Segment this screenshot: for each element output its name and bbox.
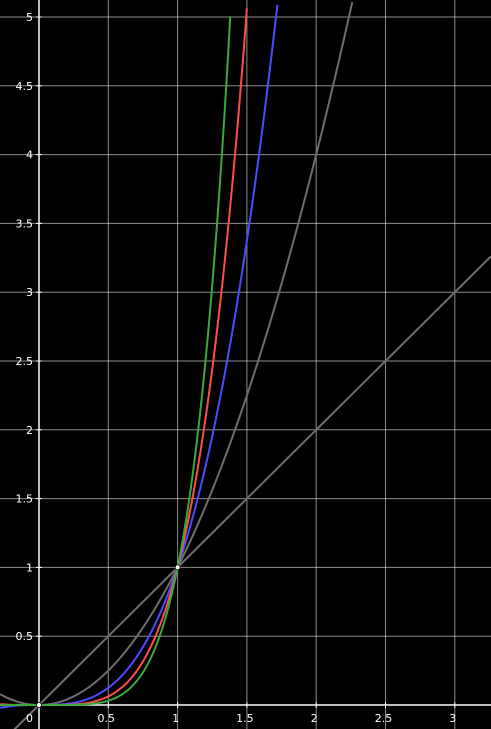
x-tick-label: 0.5 <box>98 712 116 725</box>
intersection-points <box>36 564 181 708</box>
y-tick-label: 2 <box>26 424 33 437</box>
y-tick-label: 2.5 <box>16 355 34 368</box>
origin-label: 0 <box>26 712 33 725</box>
y-tick-label: 3.5 <box>16 217 34 230</box>
tick-labels: 0.5 1 1.5 2 2.5 3 0.5 1 1.5 2 2.5 3 3.5 4 4.5 5 0 <box>16 11 457 725</box>
y-tick-label: 5 <box>26 11 33 24</box>
x-tick-label: 1 <box>172 712 179 725</box>
y-tick-label: 1 <box>26 561 33 574</box>
y-tick-label: 3 <box>26 286 33 299</box>
y-tick-label: 1.5 <box>16 493 34 506</box>
y-tick-label: 4 <box>26 149 33 162</box>
x-tick-label: 3 <box>449 712 456 725</box>
curve-power-1 <box>13 255 491 729</box>
x-tick-label: 2.5 <box>375 712 393 725</box>
x-tick-label: 2 <box>311 712 318 725</box>
intersection-point <box>36 702 42 708</box>
y-tick-label: 0.5 <box>16 630 34 643</box>
y-tick-label: 4.5 <box>16 80 34 93</box>
x-tick-label: 1.5 <box>236 712 254 725</box>
intersection-point <box>174 564 181 571</box>
